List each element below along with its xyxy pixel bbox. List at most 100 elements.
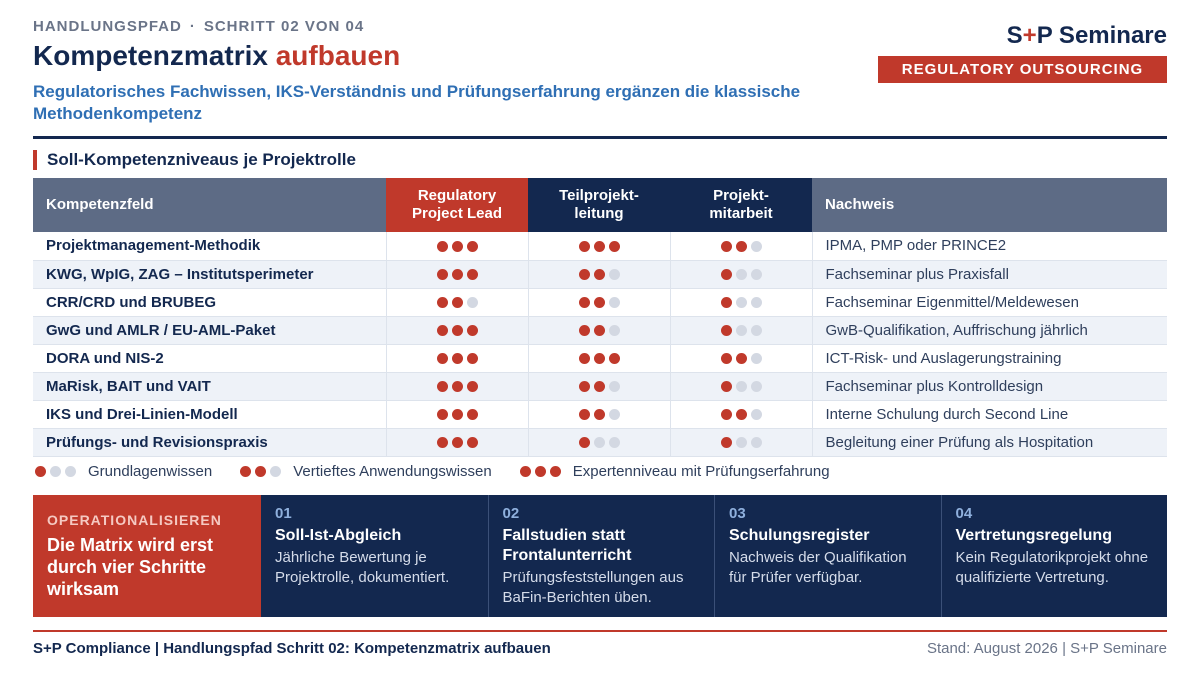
level-dot-empty bbox=[50, 466, 61, 478]
step-number: 01 bbox=[275, 505, 292, 522]
level-dot-empty bbox=[750, 437, 762, 449]
brand-s: S bbox=[1006, 22, 1023, 49]
cell-subproject-level bbox=[527, 288, 670, 317]
level-dot-filled bbox=[549, 466, 561, 478]
level-dots bbox=[577, 266, 622, 283]
brand-logo: S+P Seminare bbox=[1007, 22, 1167, 50]
level-dot-filled bbox=[593, 353, 605, 365]
header-tpl-line1: Teilprojekt- bbox=[559, 187, 639, 204]
step-number: 02 bbox=[502, 505, 520, 522]
level-dot-empty bbox=[735, 297, 747, 309]
level-dot-empty bbox=[65, 466, 76, 478]
step-title: Soll-Ist-Abgleich bbox=[275, 527, 402, 544]
level-dot-filled bbox=[466, 437, 478, 449]
level-dot-filled bbox=[578, 240, 590, 252]
level-dot-filled bbox=[720, 325, 732, 337]
level-dots bbox=[719, 406, 764, 423]
level-dots bbox=[719, 434, 764, 451]
level-dot-filled bbox=[578, 409, 590, 421]
cell-member-level bbox=[669, 344, 812, 373]
level-dot-filled bbox=[436, 240, 448, 252]
cell-field: DORA und NIS-2 bbox=[33, 344, 386, 373]
level-dot-filled bbox=[608, 240, 620, 252]
level-dot-filled bbox=[608, 353, 620, 365]
level-dot-filled bbox=[240, 466, 252, 478]
legend-item: Grundlagenwissen bbox=[33, 463, 212, 480]
step-description: Prüfungsfeststellungen aus BaFin-Bericht… bbox=[502, 569, 684, 606]
page-subtitle: Regulatorisches Fachwissen, IKS-Verständ… bbox=[33, 82, 801, 123]
cell-subproject-level bbox=[527, 372, 670, 401]
legend-dots bbox=[33, 463, 78, 480]
footer-right: Stand: August 2026 | S+P Seminare bbox=[926, 640, 1167, 657]
matrix-body: Projektmanagement-Methodik IPMA, PMP oder… bbox=[33, 232, 1167, 457]
level-dots bbox=[435, 266, 480, 283]
footer-divider bbox=[33, 630, 1167, 632]
table-row: Projektmanagement-Methodik IPMA, PMP oder… bbox=[33, 232, 1167, 261]
header-lead: Regulatory Project Lead bbox=[386, 178, 528, 232]
level-dot-empty bbox=[608, 297, 620, 309]
competence-matrix: Kompetenzfeld Regulatory Project Lead Te… bbox=[33, 178, 1167, 457]
level-dot-filled bbox=[593, 269, 605, 281]
cell-lead-level bbox=[385, 260, 528, 289]
level-dot-filled bbox=[436, 409, 448, 421]
table-row: KWG, WpIG, ZAG – Institutsperimeter Fachs… bbox=[33, 260, 1167, 289]
ops-kicker: OPERATIONALISIEREN bbox=[47, 512, 222, 528]
cell-subproject-level bbox=[527, 400, 670, 429]
level-dots bbox=[719, 378, 764, 395]
level-dot-filled bbox=[436, 269, 448, 281]
header-lead-line2: Project Lead bbox=[411, 205, 503, 222]
cell-member-level bbox=[669, 288, 812, 317]
level-dot-filled bbox=[720, 240, 732, 252]
header-proof: Nachweis bbox=[812, 178, 1167, 232]
level-dot-empty bbox=[735, 381, 747, 393]
level-dot-empty bbox=[735, 325, 747, 337]
level-dot-filled bbox=[466, 325, 478, 337]
table-row: MaRisk, BAIT und VAIT Fachseminar plus Ko… bbox=[33, 372, 1167, 401]
header-field: Kompetenzfeld bbox=[33, 178, 386, 232]
level-dot-empty bbox=[608, 269, 620, 281]
level-dot-filled bbox=[451, 325, 463, 337]
cell-lead-level bbox=[385, 316, 528, 345]
cell-member-level bbox=[669, 428, 812, 457]
level-dots bbox=[577, 294, 622, 311]
brand-badge: REGULATORY OUTSOURCING bbox=[878, 56, 1167, 83]
level-dots bbox=[577, 434, 622, 451]
cell-proof: Interne Schulung durch Second Line bbox=[811, 400, 1167, 429]
ops-text: Die Matrix wird erst durch vier Schritte… bbox=[47, 535, 214, 599]
table-row: CRR/CRD und BRUBEG Fachseminar Eigenmitte… bbox=[33, 288, 1167, 317]
legend-label: Grundlagenwissen bbox=[88, 462, 213, 480]
level-dot-empty bbox=[750, 353, 762, 365]
cell-subproject-level bbox=[527, 232, 670, 261]
legend-label: Expertenniveau mit Prüfungserfahrung bbox=[572, 462, 830, 480]
level-dot-filled bbox=[534, 466, 546, 478]
level-dot-filled bbox=[451, 409, 463, 421]
level-dot-empty bbox=[735, 269, 747, 281]
cell-lead-level bbox=[385, 400, 528, 429]
level-dot-filled bbox=[451, 381, 463, 393]
header-subproject-lead: Teilprojekt- leitung bbox=[528, 178, 670, 232]
header-divider bbox=[33, 136, 1167, 139]
level-dot-empty bbox=[270, 466, 282, 478]
level-dot-filled bbox=[578, 325, 590, 337]
level-dot-filled bbox=[451, 269, 463, 281]
cell-lead-level bbox=[385, 232, 528, 261]
level-dot-empty bbox=[750, 409, 762, 421]
cell-field: KWG, WpIG, ZAG – Institutsperimeter bbox=[33, 260, 386, 289]
level-dot-filled bbox=[593, 297, 605, 309]
level-dot-empty bbox=[750, 269, 762, 281]
step-title: Schulungsregister bbox=[729, 527, 870, 544]
level-dot-filled bbox=[451, 297, 463, 309]
header-pm-line1: Projekt- bbox=[713, 187, 769, 204]
cell-proof: ICT-Risk- und Auslagerungstraining bbox=[811, 344, 1167, 373]
table-row: Prüfungs- und Revisionspraxis Begleitung … bbox=[33, 428, 1167, 457]
cell-field: IKS und Drei-Linien-Modell bbox=[33, 400, 386, 429]
level-dot-empty bbox=[608, 325, 620, 337]
level-dots bbox=[719, 350, 764, 367]
legend-item: Expertenniveau mit Prüfungserfahrung bbox=[518, 463, 830, 480]
step-number: 04 bbox=[955, 505, 973, 522]
step-title: Fallstudien statt Frontalunterricht bbox=[502, 527, 632, 564]
level-dot-empty bbox=[608, 437, 620, 449]
level-dot-filled bbox=[578, 353, 590, 365]
level-dot-filled bbox=[35, 466, 46, 478]
table-row: GwG und AMLR / EU-AML-Paket GwB-Qualifika… bbox=[33, 316, 1167, 345]
